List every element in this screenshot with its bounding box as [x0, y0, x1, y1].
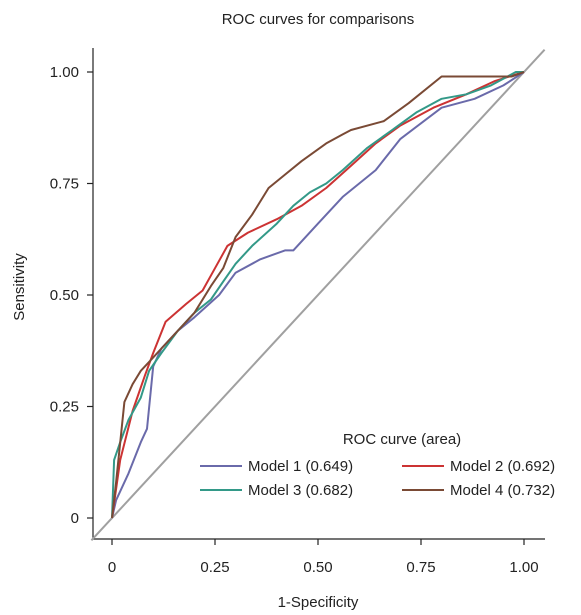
legend-entry-label: Model 3 (0.682)	[248, 482, 353, 499]
y-tick-label: 0.50	[50, 287, 79, 304]
x-tick-label: 0.25	[200, 559, 229, 576]
x-tick-label: 1.00	[509, 559, 538, 576]
x-axis-label: 1-Specificity	[278, 594, 359, 611]
legend-entry-label: Model 1 (0.649)	[248, 458, 353, 475]
y-tick-label: 1.00	[50, 64, 79, 81]
y-tick-label: 0.75	[50, 176, 79, 193]
x-tick-label: 0.50	[303, 559, 332, 576]
x-tick-label: 0	[108, 559, 116, 576]
legend-title: ROC curve (area)	[343, 431, 461, 448]
y-tick-label: 0.25	[50, 399, 79, 416]
y-tick-label: 0	[71, 510, 79, 527]
chart-title: ROC curves for comparisons	[222, 11, 415, 28]
y-axis-label: Sensitivity	[11, 253, 28, 321]
chart-legend: ROC curve (area) Model 1 (0.649) Model 2 …	[200, 431, 555, 499]
x-tick-label: 0.75	[406, 559, 435, 576]
legend-entry-label: Model 2 (0.692)	[450, 458, 555, 475]
legend-entry-label: Model 4 (0.732)	[450, 482, 555, 499]
